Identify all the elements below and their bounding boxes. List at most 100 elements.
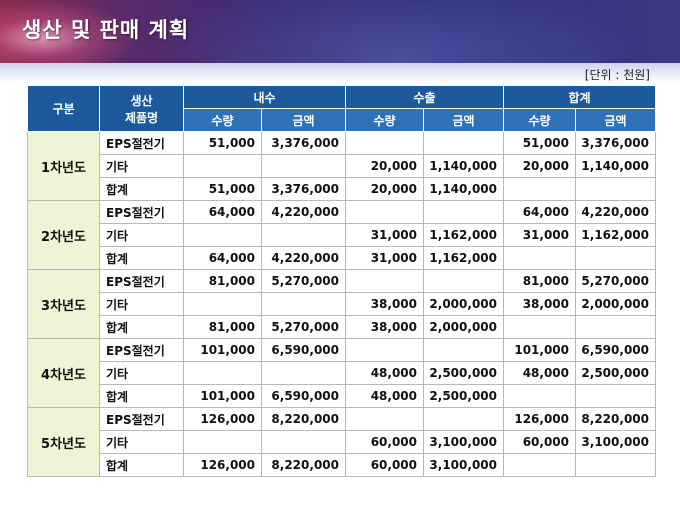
value-cell: 6,590,000 — [261, 338, 346, 362]
value-cell: 51,000 — [183, 177, 262, 201]
value-cell — [423, 407, 504, 431]
header-domestic: 내수 — [183, 85, 346, 109]
product-name-cell: 기타 — [99, 361, 184, 385]
value-cell — [345, 269, 424, 293]
value-cell: 3,100,000 — [575, 430, 656, 454]
value-cell — [575, 384, 656, 408]
value-cell — [345, 407, 424, 431]
value-cell: 101,000 — [183, 338, 262, 362]
value-cell — [503, 246, 576, 270]
year-label: 2차년도 — [27, 200, 100, 270]
value-cell: 3,376,000 — [575, 131, 656, 155]
title-banner: 생산 및 판매 계획 — [0, 0, 680, 63]
header-sub-quantity: 수량 — [503, 108, 576, 132]
value-cell: 3,100,000 — [423, 430, 504, 454]
value-cell: 101,000 — [183, 384, 262, 408]
value-cell: 20,000 — [345, 154, 424, 178]
value-cell: 1,162,000 — [423, 246, 504, 270]
value-cell: 2,500,000 — [423, 384, 504, 408]
product-name-cell: EPS절전기 — [99, 338, 184, 362]
product-name-cell: 합계 — [99, 315, 184, 339]
value-cell: 64,000 — [503, 200, 576, 224]
value-cell — [575, 315, 656, 339]
value-cell — [503, 384, 576, 408]
product-name-cell: 합계 — [99, 384, 184, 408]
production-sales-table: 구분 생산 제품명 내수 수출 합계 수량 금액 수량 금액 수량 금액 1차년… — [27, 85, 656, 477]
value-cell: 3,376,000 — [261, 131, 346, 155]
table-row: 합계 81,000 5,270,000 38,000 2,000,000 — [28, 315, 656, 339]
table-row: 기타 38,000 2,000,000 38,000 2,000,000 — [28, 292, 656, 316]
header-total: 합계 — [503, 85, 656, 109]
value-cell: 4,220,000 — [261, 200, 346, 224]
value-cell — [345, 131, 424, 155]
value-cell: 48,000 — [345, 384, 424, 408]
value-cell: 5,270,000 — [261, 315, 346, 339]
table-body: 1차년도 EPS절전기 51,000 3,376,000 51,000 3,376,000… — [27, 131, 656, 477]
value-cell: 126,000 — [183, 453, 262, 477]
table-row: 4차년도 EPS절전기 101,000 6,590,000 101,000 6,590,0… — [27, 338, 656, 408]
value-cell — [423, 338, 504, 362]
year-label: 1차년도 — [27, 131, 100, 201]
header-sub-amount: 금액 — [423, 108, 504, 132]
value-cell: 8,220,000 — [575, 407, 656, 431]
value-cell — [261, 292, 346, 316]
value-cell — [423, 200, 504, 224]
value-cell: 60,000 — [503, 430, 576, 454]
page-title: 생산 및 판매 계획 — [22, 18, 190, 42]
header-band — [0, 63, 680, 83]
year-label: 4차년도 — [27, 338, 100, 408]
value-cell — [183, 223, 262, 247]
value-cell: 1,162,000 — [423, 223, 504, 247]
product-name-cell: 기타 — [99, 292, 184, 316]
value-cell: 51,000 — [183, 131, 262, 155]
value-cell — [261, 223, 346, 247]
product-name-cell: EPS절전기 — [99, 407, 184, 431]
value-cell — [575, 246, 656, 270]
value-cell — [575, 453, 656, 477]
product-name-cell: EPS절전기 — [99, 269, 184, 293]
banner-swoosh — [120, 0, 680, 63]
value-cell: 6,590,000 — [575, 338, 656, 362]
value-cell: 48,000 — [345, 361, 424, 385]
value-cell: 6,590,000 — [261, 384, 346, 408]
header-export: 수출 — [345, 85, 504, 109]
value-cell: 81,000 — [503, 269, 576, 293]
header-sub-amount: 금액 — [575, 108, 656, 132]
value-cell: 8,220,000 — [261, 407, 346, 431]
value-cell: 2,000,000 — [575, 292, 656, 316]
table-row: 기타 60,000 3,100,000 60,000 3,100,000 — [28, 430, 656, 454]
value-cell: 3,376,000 — [261, 177, 346, 201]
value-cell: 4,220,000 — [261, 246, 346, 270]
value-cell: 31,000 — [503, 223, 576, 247]
product-name-cell: EPS절전기 — [99, 200, 184, 224]
value-cell — [261, 154, 346, 178]
value-cell — [423, 269, 504, 293]
value-cell: 38,000 — [345, 315, 424, 339]
value-cell — [345, 200, 424, 224]
value-cell: 2,000,000 — [423, 292, 504, 316]
value-cell: 4,220,000 — [575, 200, 656, 224]
table-row: 3차년도 EPS절전기 81,000 5,270,000 81,000 5,270,000 — [27, 269, 656, 339]
year-label: 5차년도 — [27, 407, 100, 477]
unit-label: [단위 : 천원] — [584, 68, 650, 82]
value-cell: 1,162,000 — [575, 223, 656, 247]
product-name-cell: 합계 — [99, 453, 184, 477]
value-cell: 51,000 — [503, 131, 576, 155]
value-cell — [183, 361, 262, 385]
value-cell: 60,000 — [345, 430, 424, 454]
value-cell: 31,000 — [345, 246, 424, 270]
value-cell: 2,500,000 — [423, 361, 504, 385]
header-gubun: 구분 — [27, 85, 100, 132]
value-cell: 5,270,000 — [575, 269, 656, 293]
table-row: 기타 20,000 1,140,000 20,000 1,140,000 — [28, 154, 656, 178]
header-product-top: 생산 — [130, 93, 153, 108]
value-cell: 8,220,000 — [261, 453, 346, 477]
value-cell: 64,000 — [183, 200, 262, 224]
table-row: 5차년도 EPS절전기 126,000 8,220,000 126,000 8,220,0… — [27, 407, 656, 477]
value-cell — [503, 315, 576, 339]
year-label: 3차년도 — [27, 269, 100, 339]
value-cell — [575, 177, 656, 201]
product-name-cell: 기타 — [99, 430, 184, 454]
table-row: 합계 101,000 6,590,000 48,000 2,500,000 — [28, 384, 656, 408]
value-cell: 64,000 — [183, 246, 262, 270]
